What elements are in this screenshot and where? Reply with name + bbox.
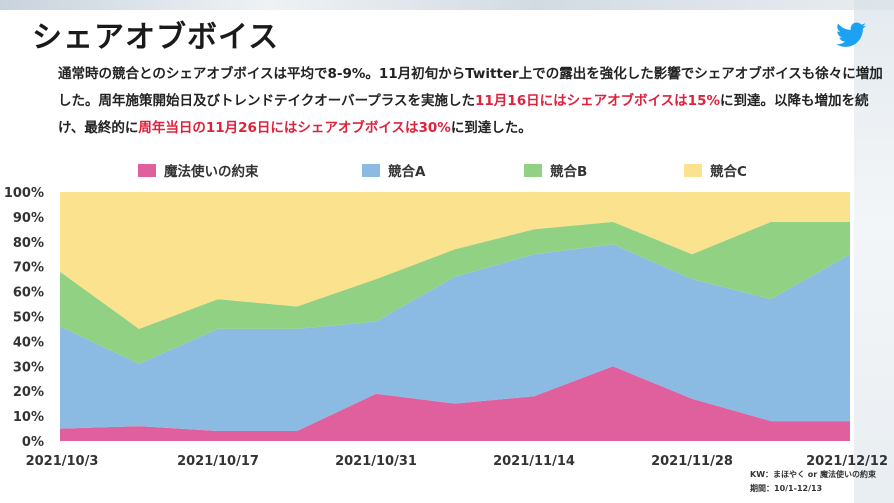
- description-part-3: に到達した。: [450, 120, 532, 136]
- series-area-1: [60, 244, 850, 431]
- description-text: 通常時の競合とのシェアオブボイスは平均で8-9%。11月初旬からTwitter上…: [58, 61, 884, 142]
- y-tick-label: 50%: [13, 311, 44, 326]
- y-tick-label: 100%: [4, 186, 44, 201]
- legend-label: 魔法使いの約束: [164, 164, 259, 180]
- y-tick-label: 60%: [13, 286, 44, 301]
- y-tick-label: 40%: [13, 335, 44, 350]
- x-tick-label: 2021/11/28: [651, 454, 733, 469]
- legend-swatch: [362, 163, 380, 177]
- twitter-bird-icon: [836, 22, 866, 47]
- legend-label: 競合C: [710, 164, 747, 180]
- legend-label: 競合A: [388, 164, 426, 180]
- series-area-3: [60, 192, 850, 329]
- legend-item-mahoyaku: 魔法使いの約束: [138, 160, 259, 180]
- chart-legend: 魔法使いの約束 競合A 競合B 競合C: [0, 160, 894, 184]
- description-part-2: に到達。以降も増加を続け、最終的に: [58, 93, 869, 136]
- description-highlight-2: 周年当日の11月26日にはシェアオブボイスは30%: [138, 120, 451, 136]
- y-tick-label: 10%: [13, 410, 44, 425]
- frost-decoration-top: [0, 0, 894, 10]
- legend-swatch: [138, 163, 156, 177]
- y-tick-label: 70%: [13, 261, 44, 276]
- description-part-1: 通常時の競合とのシェアオブボイスは平均で8-9%。11月初旬からTwitter上…: [58, 66, 883, 109]
- x-tick-label: 2021/11/14: [493, 454, 575, 469]
- legend-item-competitor-c: 競合C: [684, 160, 747, 180]
- footnote: KW：まほやく or 魔法使いの約束 期間：10/1-12/13: [750, 468, 876, 496]
- legend-label: 競合B: [550, 164, 588, 180]
- x-tick-label: 2021/10/31: [335, 454, 417, 469]
- x-tick-label: 2021/10/17: [177, 454, 259, 469]
- frost-decoration-right: [854, 0, 894, 503]
- x-tick-label: 2021/12/12: [806, 454, 888, 469]
- legend-item-competitor-b: 競合B: [524, 160, 587, 180]
- footnote-keyword: KW：まほやく or 魔法使いの約束: [750, 470, 877, 479]
- footnote-period: 期間：10/1-12/13: [750, 484, 823, 493]
- x-tick-label: 2021/10/3: [26, 454, 99, 469]
- series-area-0: [60, 366, 850, 441]
- legend-swatch: [684, 163, 702, 177]
- legend-item-competitor-a: 競合A: [362, 160, 425, 180]
- legend-swatch: [524, 163, 542, 177]
- y-tick-label: 90%: [13, 211, 44, 226]
- y-tick-label: 30%: [13, 360, 44, 375]
- y-tick-label: 0%: [22, 435, 44, 450]
- y-tick-label: 80%: [13, 236, 44, 251]
- page-title: シェアオブボイス: [32, 20, 280, 55]
- y-tick-label: 20%: [13, 385, 44, 400]
- description-highlight-1: 11月16日にはシェアオブボイスは15%: [475, 93, 720, 109]
- series-area-2: [60, 221, 850, 364]
